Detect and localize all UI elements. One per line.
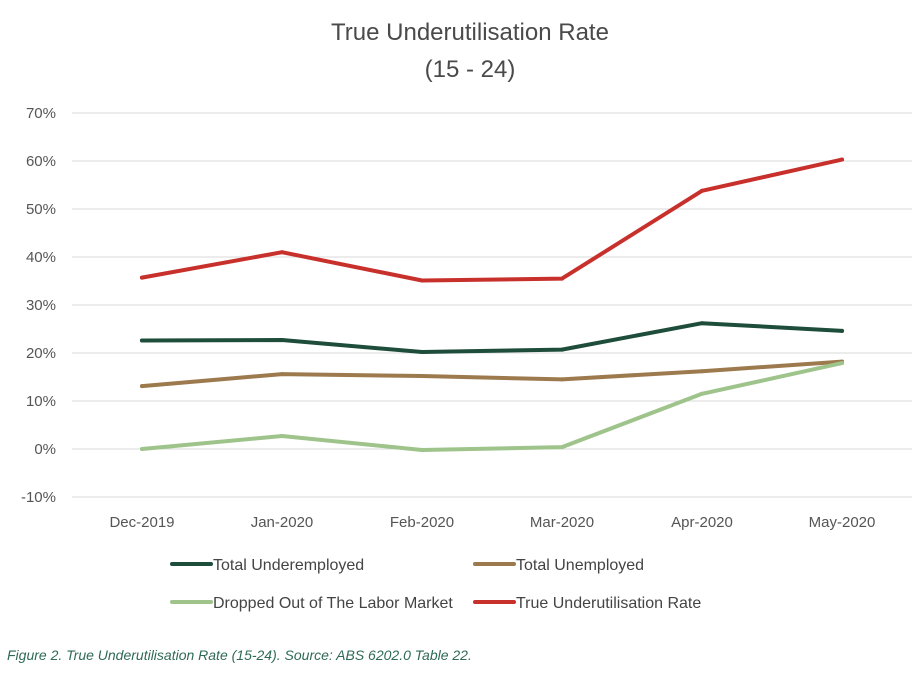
y-axis-ticks: -10% 0% 10% 20% 30% 40% 50% 60% 70%	[21, 105, 56, 506]
x-tick-label: Apr-2020	[671, 514, 733, 531]
data-point	[840, 328, 844, 333]
figure-caption: Figure 2. True Underutilisation Rate (15…	[7, 647, 472, 663]
x-tick-label: Jan-2020	[251, 514, 314, 531]
y-tick-label: 40%	[26, 249, 56, 266]
data-point	[700, 391, 704, 396]
chart-title: True Underutilisation Rate	[331, 19, 609, 46]
chart-subtitle: (15 - 24)	[425, 56, 516, 83]
y-tick-label: 30%	[26, 297, 56, 314]
data-point	[560, 347, 564, 352]
y-tick-label: 20%	[26, 345, 56, 362]
data-point	[560, 276, 564, 281]
x-tick-label: Mar-2020	[530, 514, 594, 531]
data-point	[140, 384, 144, 389]
legend: Total Underemployed Total Unemployed Dropp…	[170, 557, 701, 612]
x-tick-label: Dec-2019	[109, 514, 174, 531]
data-point	[420, 447, 424, 452]
y-tick-label: 10%	[26, 393, 56, 410]
series-line-2	[140, 359, 844, 389]
y-tick-label: 0%	[34, 441, 56, 458]
data-point	[420, 278, 424, 283]
legend-label: Dropped Out of The Labor Market	[213, 595, 453, 612]
y-tick-label: 60%	[26, 153, 56, 170]
data-point	[700, 369, 704, 374]
series-line-3	[140, 361, 844, 452]
data-point	[560, 445, 564, 450]
data-point	[700, 188, 704, 193]
data-point	[140, 447, 144, 451]
gridlines	[72, 112, 912, 498]
series-line-4	[140, 157, 844, 283]
series-line-1	[140, 321, 844, 354]
data-point	[280, 434, 284, 439]
data-point	[280, 338, 284, 343]
x-tick-label: Feb-2020	[390, 514, 454, 531]
data-point	[840, 157, 844, 162]
y-tick-label: -10%	[21, 489, 56, 506]
data-point	[560, 377, 564, 382]
data-point	[280, 372, 284, 377]
series-lines	[140, 157, 844, 452]
x-tick-label: May-2020	[809, 514, 876, 531]
data-point	[420, 350, 424, 355]
data-point	[140, 275, 144, 280]
legend-label: True Underutilisation Rate	[516, 595, 701, 612]
x-axis-ticks: Dec-2019 Jan-2020 Feb-2020 Mar-2020 Apr-2020…	[109, 514, 875, 531]
legend-label: Total Underemployed	[213, 557, 364, 574]
legend-label: Total Unemployed	[516, 557, 644, 574]
data-point	[140, 338, 144, 343]
data-point	[420, 374, 424, 379]
data-point	[700, 321, 704, 326]
data-point	[280, 250, 284, 255]
line-chart: True Underutilisation Rate (15 - 24) -10…	[21, 19, 912, 612]
data-point	[840, 361, 844, 366]
y-tick-label: 70%	[26, 105, 56, 122]
y-tick-label: 50%	[26, 201, 56, 218]
